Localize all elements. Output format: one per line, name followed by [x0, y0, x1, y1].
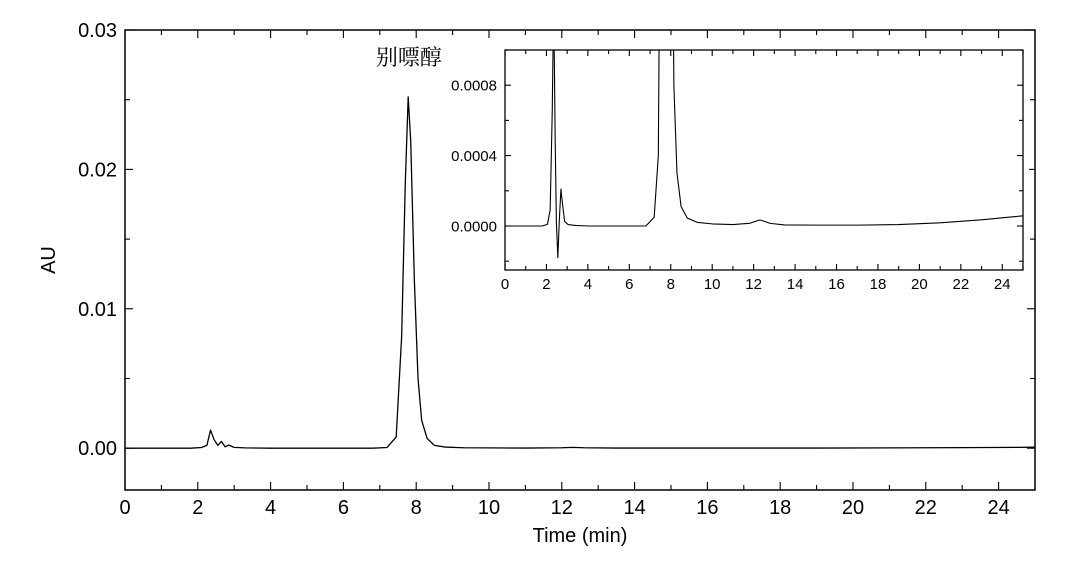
y-tick-label: 0.0004: [451, 148, 497, 165]
y-tick-label: 0.0000: [451, 218, 497, 235]
x-tick-label: 10: [478, 497, 500, 519]
x-tick-label: 22: [915, 497, 937, 519]
svg-canvas: 0246810121416182022240.000.010.020.03Tim…: [0, 0, 1080, 572]
x-tick-label: 16: [696, 497, 718, 519]
peak-label: 别嘌醇: [376, 41, 442, 72]
x-tick-label: 22: [952, 276, 969, 293]
x-tick-label: 14: [623, 497, 645, 519]
x-tick-label: 12: [745, 276, 762, 293]
x-tick-label: 8: [667, 276, 675, 293]
x-tick-label: 2: [192, 497, 203, 519]
x-tick-label: 2: [542, 276, 550, 293]
x-tick-label: 6: [338, 497, 349, 519]
y-tick-label: 0.0008: [451, 77, 497, 94]
x-tick-label: 16: [828, 276, 845, 293]
x-tick-label: 18: [870, 276, 887, 293]
x-tick-label: 4: [265, 497, 276, 519]
x-tick-label: 12: [551, 497, 573, 519]
x-tick-label: 24: [994, 276, 1011, 293]
x-tick-label: 20: [911, 276, 928, 293]
x-tick-label: 0: [119, 497, 130, 519]
y-tick-label: 0.00: [78, 438, 117, 460]
x-tick-label: 18: [769, 497, 791, 519]
x-tick-label: 6: [625, 276, 633, 293]
x-tick-label: 8: [411, 497, 422, 519]
x-tick-label: 14: [787, 276, 804, 293]
y-tick-label: 0.01: [78, 299, 117, 321]
y-axis-title: AU: [38, 246, 60, 274]
x-axis-title: Time (min): [533, 525, 628, 547]
x-tick-label: 24: [987, 497, 1009, 519]
y-tick-label: 0.03: [78, 20, 117, 42]
x-tick-label: 20: [842, 497, 864, 519]
x-tick-label: 4: [584, 276, 592, 293]
x-tick-label: 10: [704, 276, 721, 293]
y-tick-label: 0.02: [78, 159, 117, 181]
inset-backing: [445, 46, 1029, 294]
chromatogram-figure: 0246810121416182022240.000.010.020.03Tim…: [0, 0, 1080, 572]
x-tick-label: 0: [501, 276, 509, 293]
